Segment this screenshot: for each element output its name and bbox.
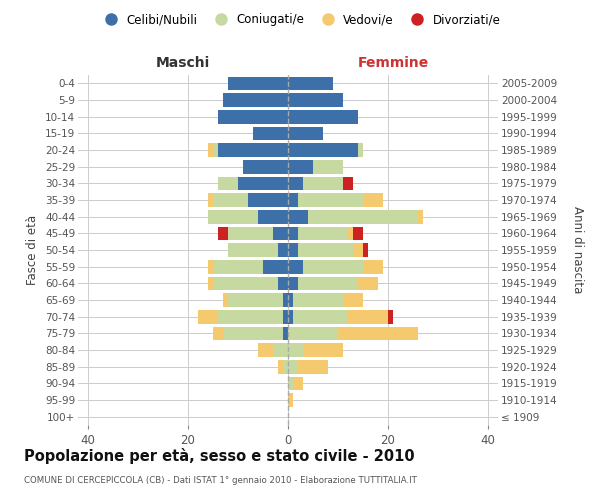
Bar xyxy=(288,376,293,390)
Bar xyxy=(418,210,423,224)
Bar xyxy=(343,293,363,307)
Bar xyxy=(218,176,238,190)
Bar xyxy=(288,126,323,140)
Bar xyxy=(353,226,363,240)
Bar xyxy=(303,176,343,190)
Bar xyxy=(253,126,288,140)
Bar xyxy=(338,326,418,340)
Bar xyxy=(298,276,358,290)
Bar xyxy=(348,310,388,324)
Bar xyxy=(208,143,213,157)
Legend: Celibi/Nubili, Coniugati/e, Vedovi/e, Divorziati/e: Celibi/Nubili, Coniugati/e, Vedovi/e, Di… xyxy=(95,8,505,31)
Bar xyxy=(288,293,293,307)
Bar xyxy=(283,360,288,374)
Bar xyxy=(228,226,273,240)
Bar xyxy=(228,293,283,307)
Bar xyxy=(288,360,298,374)
Bar xyxy=(278,360,283,374)
Bar xyxy=(288,210,308,224)
Bar xyxy=(213,143,218,157)
Bar xyxy=(288,76,333,90)
Bar xyxy=(213,276,278,290)
Bar xyxy=(288,143,358,157)
Bar xyxy=(288,276,298,290)
Bar xyxy=(288,326,338,340)
Bar xyxy=(348,226,353,240)
Bar xyxy=(298,243,353,257)
Bar xyxy=(288,193,298,207)
Text: Popolazione per età, sesso e stato civile - 2010: Popolazione per età, sesso e stato civil… xyxy=(24,448,415,464)
Bar xyxy=(283,293,288,307)
Bar xyxy=(223,93,288,107)
Bar xyxy=(288,310,293,324)
Bar xyxy=(313,160,343,173)
Bar xyxy=(288,243,298,257)
Bar xyxy=(213,193,248,207)
Bar xyxy=(228,76,288,90)
Bar xyxy=(343,176,353,190)
Bar xyxy=(248,193,288,207)
Y-axis label: Anni di nascita: Anni di nascita xyxy=(571,206,584,294)
Bar xyxy=(288,110,358,124)
Bar xyxy=(363,260,383,274)
Bar xyxy=(288,260,303,274)
Bar xyxy=(293,310,348,324)
Bar xyxy=(283,310,288,324)
Bar xyxy=(238,176,288,190)
Bar xyxy=(218,310,283,324)
Bar xyxy=(288,93,343,107)
Bar xyxy=(288,343,303,357)
Bar xyxy=(273,343,288,357)
Bar xyxy=(288,176,303,190)
Bar xyxy=(218,110,288,124)
Bar xyxy=(258,343,273,357)
Y-axis label: Fasce di età: Fasce di età xyxy=(26,215,40,285)
Bar xyxy=(303,260,363,274)
Bar xyxy=(218,143,288,157)
Bar xyxy=(208,193,213,207)
Bar xyxy=(213,326,223,340)
Bar xyxy=(208,210,258,224)
Bar xyxy=(363,243,368,257)
Text: COMUNE DI CERCEPICCOLA (CB) - Dati ISTAT 1° gennaio 2010 - Elaborazione TUTTITAL: COMUNE DI CERCEPICCOLA (CB) - Dati ISTAT… xyxy=(24,476,417,485)
Bar xyxy=(273,226,288,240)
Bar xyxy=(258,210,288,224)
Bar xyxy=(223,326,283,340)
Bar xyxy=(278,276,288,290)
Bar xyxy=(358,143,363,157)
Bar xyxy=(363,193,383,207)
Bar xyxy=(388,310,393,324)
Bar xyxy=(213,260,263,274)
Bar xyxy=(298,360,328,374)
Bar xyxy=(283,326,288,340)
Bar xyxy=(263,260,288,274)
Text: Maschi: Maschi xyxy=(156,56,210,70)
Bar xyxy=(208,260,213,274)
Bar xyxy=(218,226,228,240)
Bar xyxy=(288,393,293,407)
Bar xyxy=(198,310,218,324)
Bar xyxy=(298,226,348,240)
Bar xyxy=(208,276,213,290)
Bar xyxy=(243,160,288,173)
Bar xyxy=(293,376,303,390)
Bar xyxy=(298,193,363,207)
Bar xyxy=(308,210,418,224)
Bar xyxy=(303,343,343,357)
Bar xyxy=(288,160,313,173)
Bar xyxy=(278,243,288,257)
Bar xyxy=(223,293,228,307)
Bar xyxy=(288,226,298,240)
Text: Femmine: Femmine xyxy=(358,56,428,70)
Bar xyxy=(358,276,378,290)
Bar xyxy=(293,293,343,307)
Bar xyxy=(353,243,363,257)
Bar xyxy=(228,243,278,257)
